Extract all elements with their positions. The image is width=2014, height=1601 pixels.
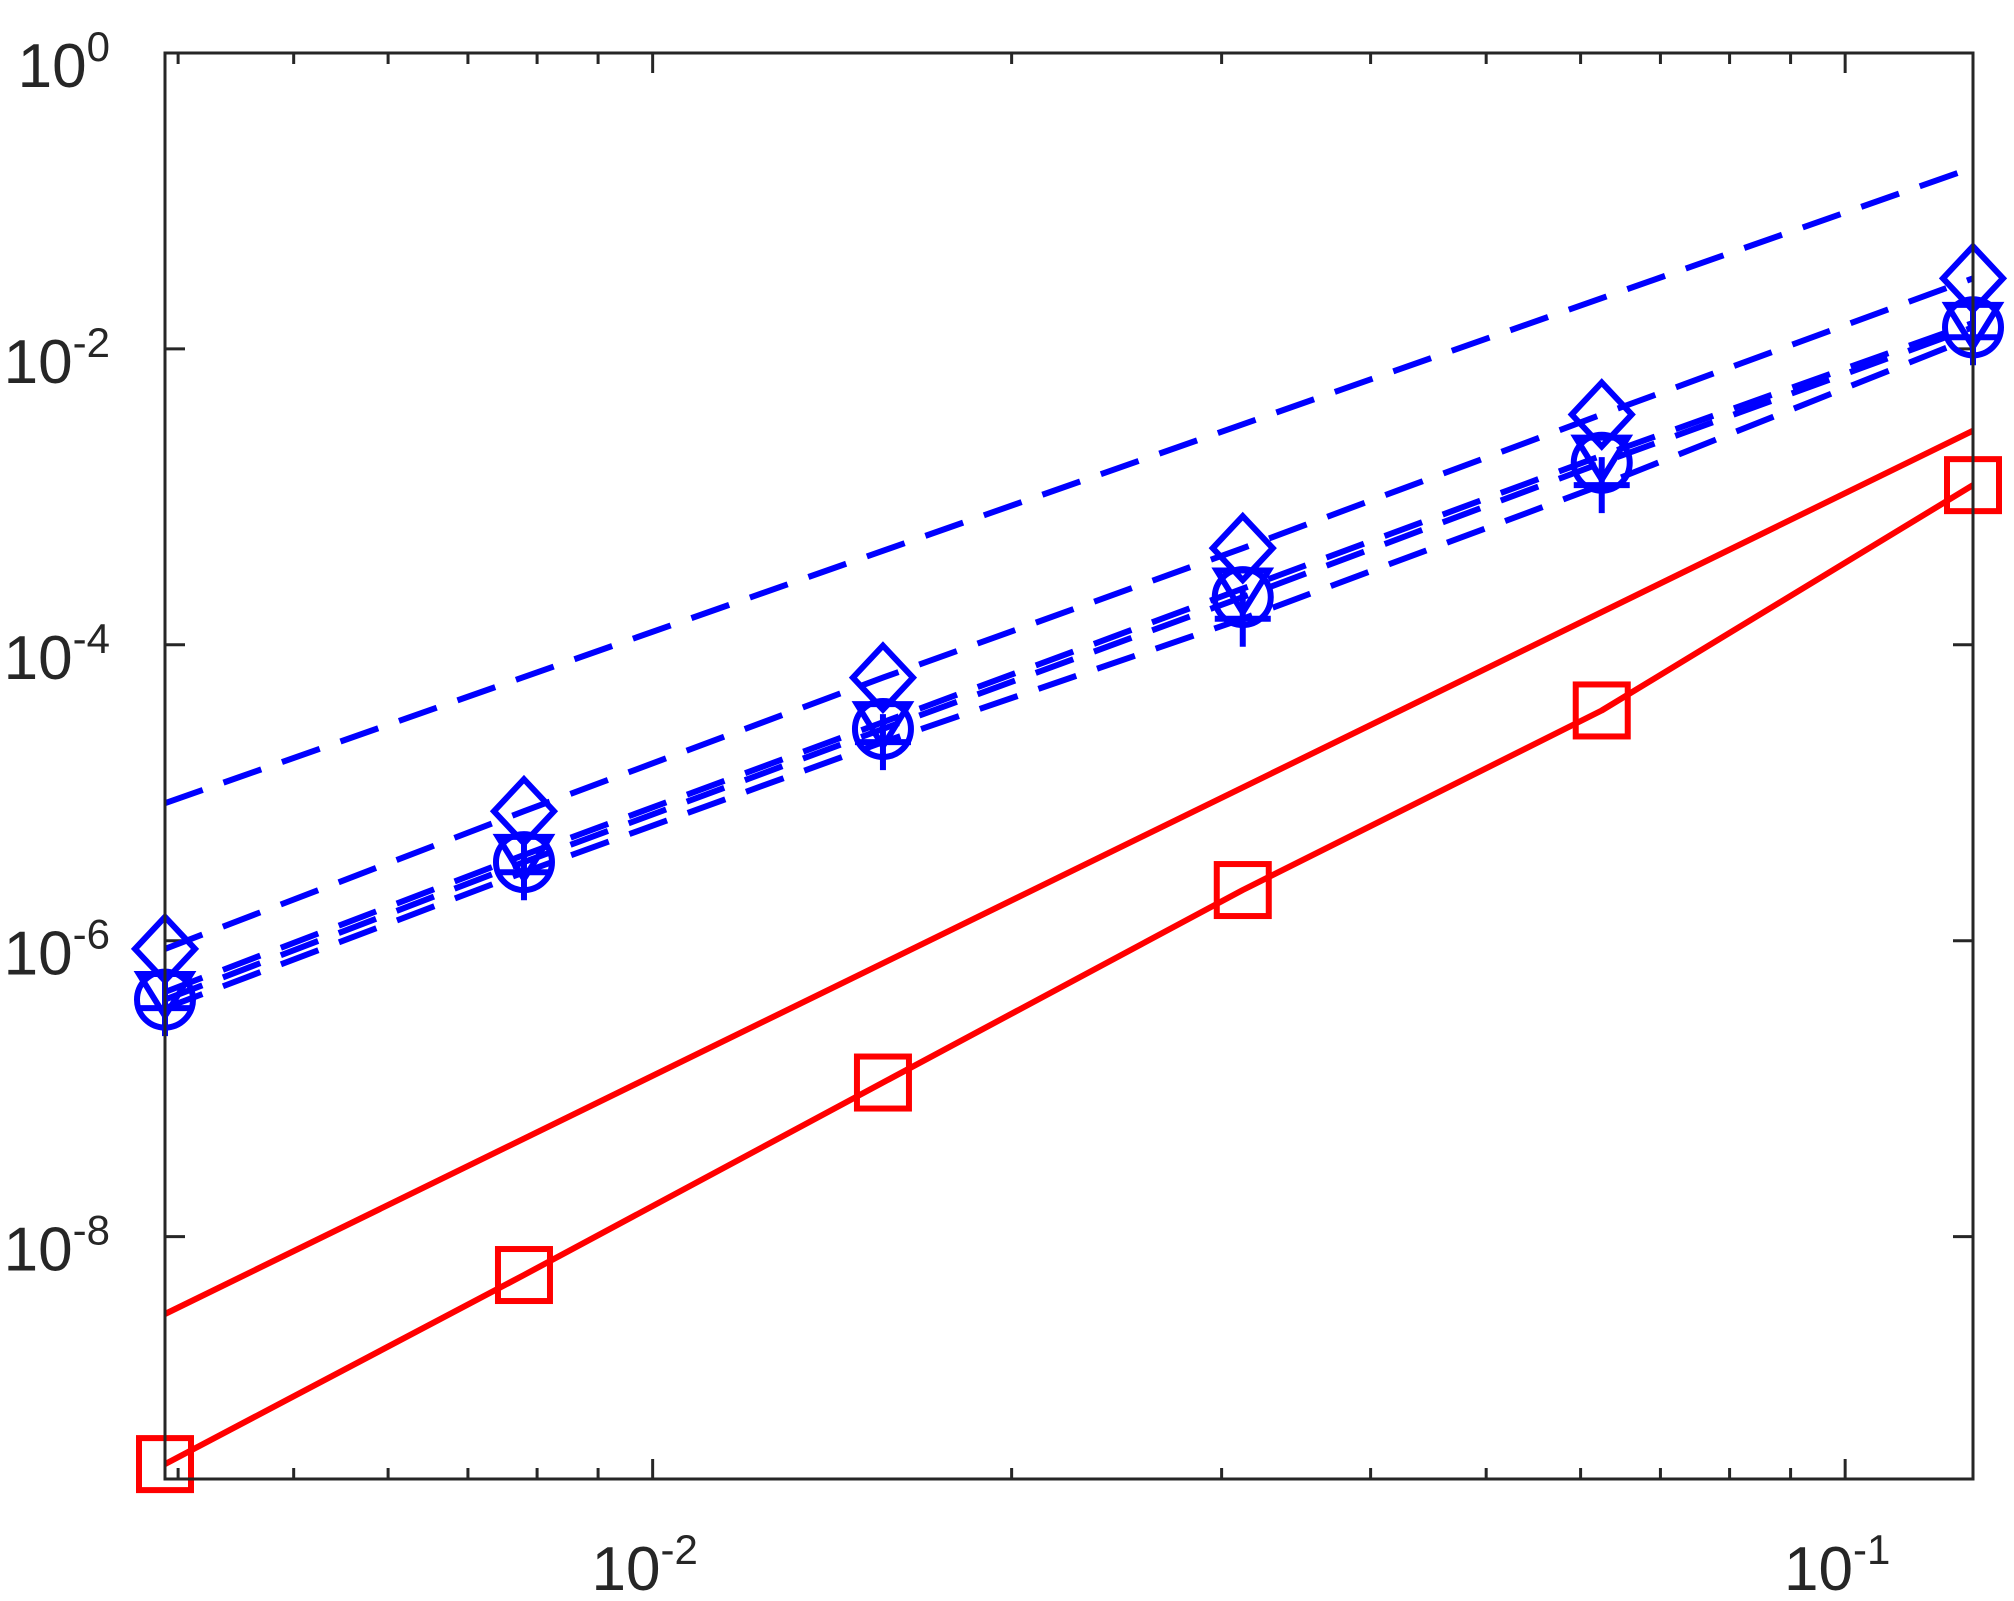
series-line <box>163 320 1975 995</box>
y-tick-label: 10-8 <box>4 1207 110 1285</box>
diamond-marker <box>1208 511 1277 585</box>
plot-area <box>130 164 2008 1494</box>
diamond-marker <box>489 774 559 848</box>
series-line <box>163 324 1975 1003</box>
x-tick-label: 10-2 <box>591 1526 697 1601</box>
series-5 <box>163 428 1975 1317</box>
series-line <box>163 482 1975 1467</box>
triangle-down-marker <box>492 833 556 885</box>
y-tick-label: 10-2 <box>4 319 110 397</box>
diamond-marker <box>848 641 918 715</box>
diamond-marker <box>1567 378 1636 451</box>
axes-box <box>163 51 1975 1481</box>
y-tick-label: 10-4 <box>4 615 110 693</box>
triangle-down-marker <box>1570 434 1634 486</box>
triangle-down-marker <box>851 701 915 752</box>
square-marker <box>853 1053 912 1112</box>
triangle-down-marker <box>1211 567 1275 619</box>
series-line <box>163 428 1975 1317</box>
series-line <box>163 275 1975 952</box>
series-1 <box>130 241 2008 986</box>
x-tick-label: 10-1 <box>1784 1526 1890 1601</box>
x-tick-labels: 10-2 10-1 <box>591 1526 1890 1601</box>
y-tick-label: 100 <box>18 23 110 101</box>
series-0 <box>164 164 1974 807</box>
plus-marker <box>1214 590 1271 647</box>
series-4 <box>133 301 2005 1022</box>
y-tick-labels: 100 10-2 10-4 10-6 10-8 <box>4 23 110 1285</box>
y-tick-label: 10-6 <box>4 911 110 989</box>
square-marker <box>1213 861 1272 920</box>
square-marker <box>494 1246 553 1305</box>
series-line <box>164 164 1974 807</box>
series-line <box>163 334 1975 1012</box>
series-6 <box>136 456 2002 1494</box>
square-marker <box>1572 681 1631 740</box>
